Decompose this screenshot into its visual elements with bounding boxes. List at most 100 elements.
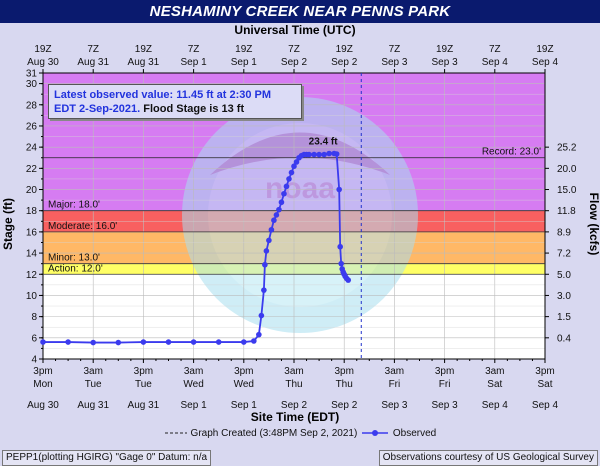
svg-text:noaa: noaa <box>265 172 335 205</box>
x-tick-time: 3pm <box>334 366 353 377</box>
top-tick-date: Sep 3 <box>432 57 459 68</box>
x-tick-day: Tue <box>85 379 102 390</box>
flow-tick-label: 20.0 <box>557 164 577 175</box>
x-tick-time: 3am <box>385 366 404 377</box>
x-tick-date: Sep 3 <box>432 400 459 411</box>
x-tick-day: Sat <box>487 379 502 390</box>
flow-tick-label: 11.8 <box>557 206 576 217</box>
action-label: Action: 12.0' <box>48 263 103 274</box>
observed-point <box>337 243 343 250</box>
y-tick-label: 6 <box>31 333 37 344</box>
y-tick-label: 22 <box>26 164 38 175</box>
observed-point <box>291 163 297 170</box>
observed-point <box>90 339 96 346</box>
y-tick-label: 26 <box>26 121 38 132</box>
x-tick-time: 3am <box>485 366 504 377</box>
x-tick-day: Mon <box>33 379 52 390</box>
x-tick-time: 3pm <box>535 366 554 377</box>
x-tick-date: Sep 1 <box>181 400 208 411</box>
moderate-label: Moderate: 16.0' <box>48 221 117 232</box>
observed-point <box>333 151 340 157</box>
observed-point <box>283 183 290 190</box>
observed-point <box>140 339 147 345</box>
top-tick-time: 7Z <box>389 44 401 55</box>
top-tick-time: 19Z <box>336 44 353 55</box>
x-tick-date: Sep 2 <box>281 400 308 411</box>
top-tick-date: Sep 1 <box>231 57 258 68</box>
right-axis-title: Flow (kcfs) <box>587 193 600 256</box>
x-tick-time: 3am <box>184 366 203 377</box>
observed-point <box>266 237 272 244</box>
observed-point <box>241 339 247 345</box>
y-tick-label: 20 <box>26 185 38 196</box>
x-tick-time: 3pm <box>134 366 153 377</box>
top-tick-date: Sep 4 <box>482 57 509 68</box>
x-tick-day: Wed <box>183 379 203 390</box>
observed-point <box>338 260 344 267</box>
x-tick-date: Sep 2 <box>331 400 358 411</box>
top-tick-date: Aug 31 <box>128 57 160 68</box>
x-tick-time: 3am <box>284 366 303 377</box>
flow-tick-label: 1.5 <box>557 312 571 323</box>
top-tick-date: Aug 30 <box>27 57 59 68</box>
top-tick-time: 19Z <box>34 44 51 55</box>
top-tick-date: Aug 31 <box>77 57 109 68</box>
x-tick-day: Thu <box>285 379 302 390</box>
observed-point <box>262 261 268 268</box>
observed-point <box>215 339 222 345</box>
latest-observation-note: Latest observed value: 11.45 ft at 2:30 … <box>48 84 302 119</box>
observed-point <box>268 226 275 233</box>
top-tick-time: 19Z <box>536 44 553 55</box>
observations-credit: Observations courtesy of US Geological S… <box>378 450 598 466</box>
y-tick-label: 14 <box>26 249 38 260</box>
y-tick-label: 30 <box>26 79 38 90</box>
top-tick-date: Sep 1 <box>181 57 208 68</box>
observed-point <box>165 339 172 345</box>
y-tick-label: 4 <box>31 355 37 366</box>
major-label: Major: 18.0' <box>48 200 100 211</box>
top-tick-date: Sep 2 <box>331 57 358 68</box>
legend-observed: Observed <box>392 428 437 439</box>
x-tick-day: Tue <box>135 379 152 390</box>
datum-note: PEPP1(plotting HGIRG) "Gage 0" Datum: n/… <box>2 450 212 466</box>
observed-point <box>258 312 265 319</box>
flood-stage-note: EDT 2-Sep-2021. Flood Stage is 13 ft <box>54 102 297 116</box>
flow-tick-label: 3.0 <box>557 291 571 302</box>
x-tick-time: 3am <box>83 366 102 377</box>
x-tick-day: Wed <box>234 379 254 390</box>
observed-point <box>276 206 282 213</box>
y-tick-label: 28 <box>26 100 38 111</box>
x-tick-day: Fri <box>439 379 451 390</box>
observed-point <box>311 151 317 158</box>
flow-tick-label: 5.0 <box>557 270 571 281</box>
record-label: Record: 23.0' <box>482 147 541 158</box>
observed-point <box>286 176 292 182</box>
flow-tick-label: 0.4 <box>557 333 571 344</box>
flow-tick-label: 7.2 <box>557 249 571 260</box>
observed-point <box>336 186 342 193</box>
legend-graph-created: Graph Created (3:48PM Sep 2, 2021) <box>190 428 358 439</box>
top-tick-time: 7Z <box>288 44 300 55</box>
x-tick-time: 3pm <box>234 366 253 377</box>
y-tick-label: 8 <box>31 312 37 323</box>
x-tick-date: Aug 30 <box>27 400 59 411</box>
observed-point <box>345 277 352 283</box>
observed-point <box>326 150 332 157</box>
y-tick-label: 16 <box>26 227 38 238</box>
flow-tick-label: 15.0 <box>557 185 577 196</box>
left-axis-title: Stage (ft) <box>1 198 15 250</box>
y-tick-label: 24 <box>26 143 38 154</box>
minor-label: Minor: 13.0' <box>48 253 100 264</box>
top-tick-time: 7Z <box>188 44 200 55</box>
top-tick-time: 19Z <box>135 44 152 55</box>
top-tick-time: 19Z <box>235 44 252 55</box>
title-bar <box>0 0 600 23</box>
x-tick-day: Thu <box>336 379 353 390</box>
x-tick-date: Aug 31 <box>77 400 109 411</box>
top-tick-date: Sep 3 <box>381 57 408 68</box>
x-tick-day: Sat <box>537 379 552 390</box>
observed-point <box>271 217 277 224</box>
observed-point <box>190 339 197 345</box>
top-tick-time: 7Z <box>87 44 99 55</box>
x-tick-date: Sep 4 <box>532 400 559 411</box>
